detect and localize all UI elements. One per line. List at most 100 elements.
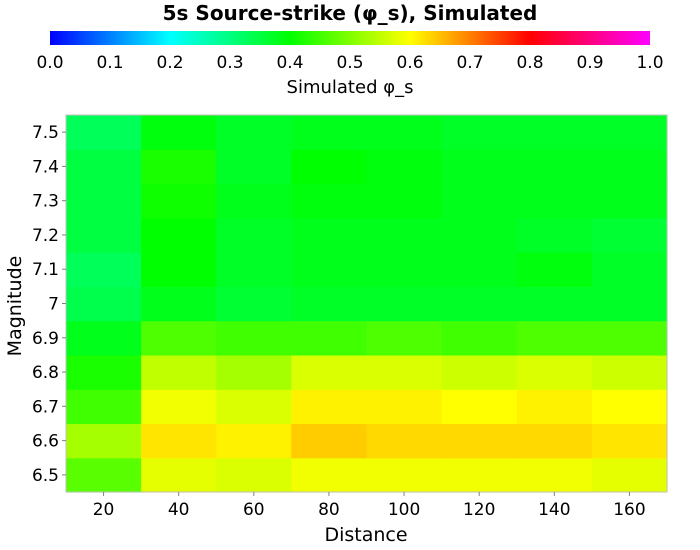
- heatmap-cell: [366, 286, 443, 322]
- heatmap-cell: [366, 457, 443, 493]
- heatmap-cell: [66, 457, 142, 493]
- x-tick-label: 100: [388, 500, 420, 520]
- y-tick-label: 7.5: [32, 123, 59, 143]
- heatmap-cell: [516, 423, 593, 459]
- heatmap-cell: [591, 389, 668, 425]
- heatmap-cell: [516, 217, 593, 253]
- heatmap-cell: [441, 457, 518, 493]
- colorbar-tick-label: 0.6: [396, 53, 423, 73]
- heatmap-cell: [141, 389, 217, 425]
- heatmap-cell: [366, 115, 443, 150]
- heatmap-cell: [291, 286, 368, 322]
- colorbar-tick-label: 1.0: [636, 53, 663, 73]
- x-axis-label: Distance: [324, 524, 407, 546]
- heatmap-cell: [591, 320, 668, 356]
- heatmap-cell: [66, 389, 142, 425]
- heatmap-cell: [291, 320, 368, 356]
- heatmap-cell: [291, 457, 368, 493]
- heatmap-cell: [216, 217, 292, 253]
- x-tick-label: 80: [318, 500, 340, 520]
- heatmap-cell: [516, 286, 593, 322]
- heatmap-cell: [141, 149, 217, 185]
- heatmap-cell: [516, 183, 593, 219]
- x-tick-label: 140: [538, 500, 570, 520]
- heatmap-cell: [216, 457, 292, 493]
- heatmap-cell: [66, 286, 142, 322]
- colorbar-ticks: 0.0 0.1 0.2 0.3 0.4 0.5 0.6 0.7 0.8 0.9 1.0: [36, 53, 663, 73]
- heatmap-cell: [66, 252, 142, 287]
- y-tick-label: 6.6: [32, 432, 59, 452]
- heatmap-cell: [141, 320, 217, 356]
- heatmap-cell: [141, 252, 217, 287]
- heatmap-cell: [516, 115, 593, 150]
- heatmap-cell: [366, 149, 443, 185]
- heatmap-cell: [591, 252, 668, 287]
- heatmap-cell: [441, 423, 518, 459]
- x-tick-label: 160: [613, 500, 645, 520]
- heatmap-cell: [516, 354, 593, 390]
- colorbar-label: Simulated φ_s: [287, 77, 414, 98]
- heatmap-cell: [216, 115, 292, 150]
- colorbar-tick-label: 0.0: [36, 53, 63, 73]
- x-tick-label: 20: [93, 500, 115, 520]
- heatmap-cells: [66, 115, 668, 493]
- colorbar-tick-label: 0.5: [336, 53, 363, 73]
- heatmap-cell: [516, 320, 593, 356]
- heatmap-cell: [366, 423, 443, 459]
- heatmap-cell: [366, 183, 443, 219]
- colorbar-tick-label: 0.1: [96, 53, 123, 73]
- heatmap-cell: [591, 423, 668, 459]
- y-tick-label: 6.5: [32, 466, 59, 486]
- y-tick-label: 6.7: [32, 397, 59, 417]
- x-axis-ticks: 20 40 60 80 100 120 140 160: [93, 492, 646, 520]
- heatmap-cell: [141, 286, 217, 322]
- colorbar-tick-label: 0.3: [216, 53, 243, 73]
- heatmap-cell: [291, 354, 368, 390]
- colorbar: [50, 31, 650, 45]
- y-tick-label: 7.3: [32, 192, 59, 212]
- heatmap-cell: [66, 149, 142, 185]
- heatmap-cell: [441, 354, 518, 390]
- y-tick-label: 7.4: [32, 157, 59, 177]
- heatmap-cell: [216, 149, 292, 185]
- heatmap-cell: [291, 149, 368, 185]
- heatmap-cell: [441, 286, 518, 322]
- y-tick-label: 6.9: [32, 329, 59, 349]
- heatmap-cell: [216, 389, 292, 425]
- heatmap-cell: [141, 183, 217, 219]
- heatmap-cell: [441, 217, 518, 253]
- heatmap-cell: [591, 115, 668, 150]
- heatmap-cell: [141, 457, 217, 493]
- y-axis-label: Magnitude: [4, 256, 26, 357]
- heatmap-cell: [216, 354, 292, 390]
- heatmap-cell: [141, 217, 217, 253]
- heatmap-cell: [291, 217, 368, 253]
- heatmap-cell: [516, 252, 593, 287]
- y-axis-ticks: 6.5 6.6 6.7 6.8 6.9 7 7.1 7.2 7.3 7.4 7.5: [32, 123, 66, 486]
- heatmap-cell: [591, 286, 668, 322]
- heatmap-cell: [591, 149, 668, 185]
- heatmap-cell: [516, 149, 593, 185]
- heatmap-cell: [591, 457, 668, 493]
- heatmap-cell: [516, 457, 593, 493]
- heatmap-cell: [216, 252, 292, 287]
- y-tick-label: 7.1: [32, 260, 59, 280]
- heatmap-cell: [66, 217, 142, 253]
- heatmap-cell: [216, 423, 292, 459]
- colorbar-tick-label: 0.7: [456, 53, 483, 73]
- heatmap-cell: [291, 183, 368, 219]
- colorbar-tick-label: 0.4: [276, 53, 303, 73]
- heatmap-cell: [291, 115, 368, 150]
- colorbar-tick-label: 0.8: [516, 53, 543, 73]
- colorbar-tick-label: 0.9: [576, 53, 603, 73]
- heatmap-cell: [441, 149, 518, 185]
- heatmap-cell: [516, 389, 593, 425]
- heatmap-cell: [441, 183, 518, 219]
- heatmap-cell: [291, 389, 368, 425]
- heatmap-cell: [291, 423, 368, 459]
- heatmap-cell: [366, 252, 443, 287]
- heatmap-cell: [366, 320, 443, 356]
- heatmap-cell: [366, 217, 443, 253]
- heatmap-cell: [591, 217, 668, 253]
